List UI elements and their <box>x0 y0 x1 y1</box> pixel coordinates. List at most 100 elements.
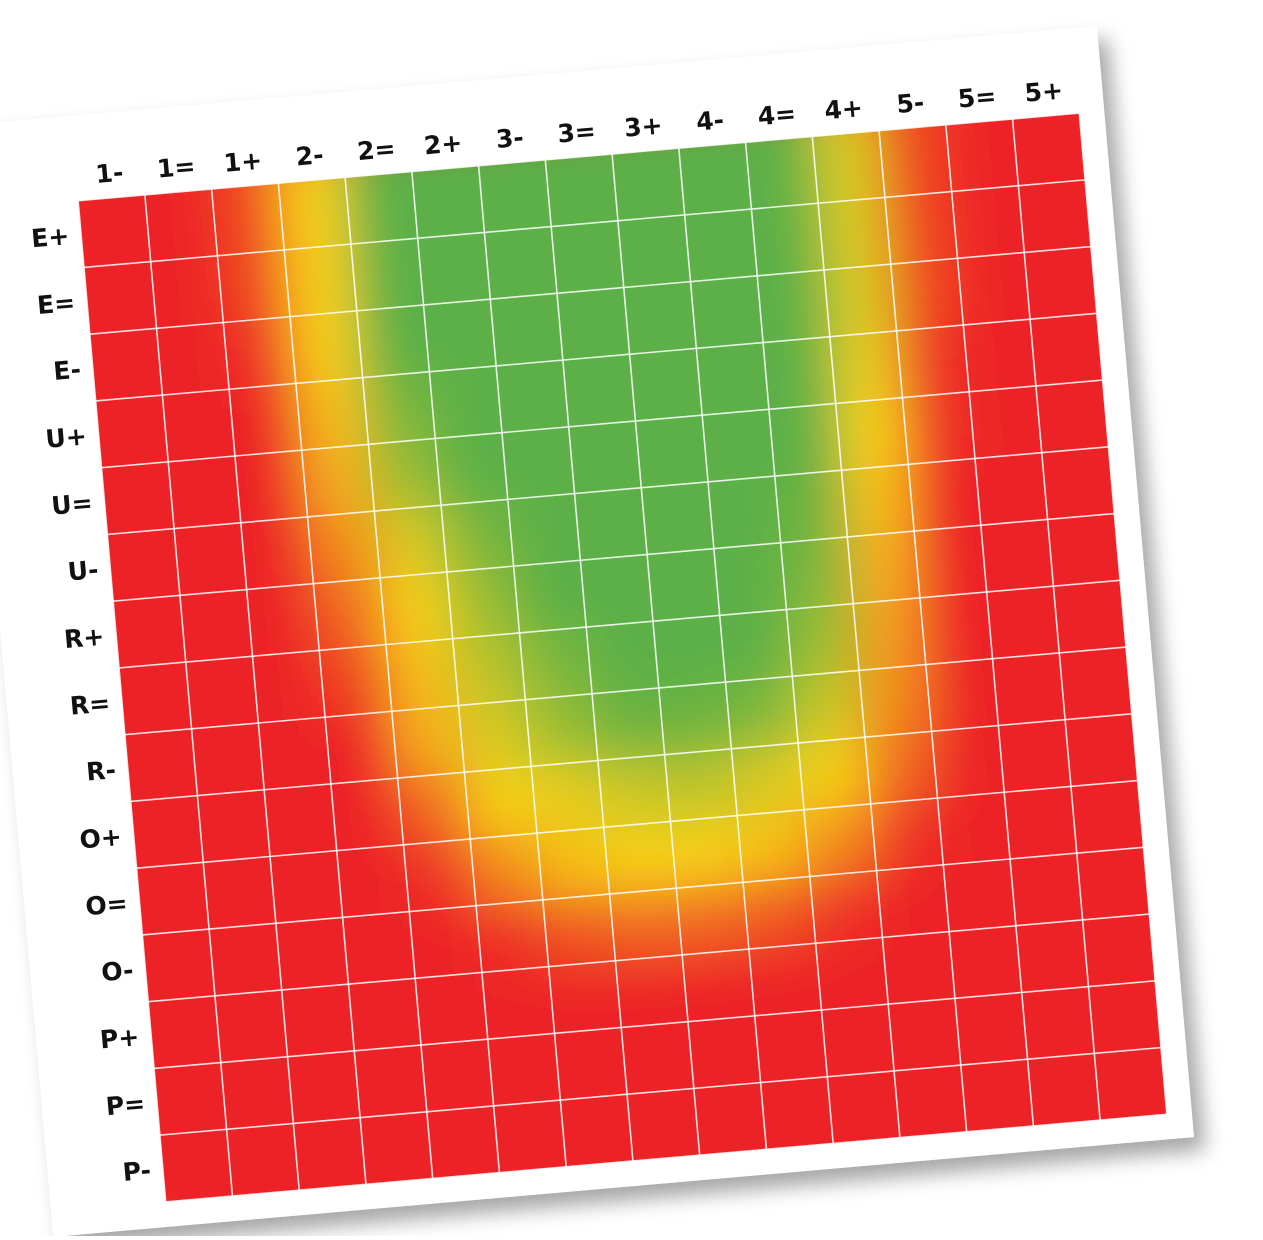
heatmap-cell <box>937 792 1011 866</box>
heatmap-cell <box>841 464 915 538</box>
grid-line-horizontal <box>101 379 1103 469</box>
heatmap-cell <box>925 658 999 732</box>
y-tick-label: P- <box>121 1156 152 1187</box>
heatmap-cell <box>992 652 1066 726</box>
heatmap-cell <box>78 261 158 339</box>
x-tick-label: 3+ <box>623 111 664 143</box>
x-tick-label: 4= <box>756 99 797 131</box>
heatmap-cell <box>551 220 625 294</box>
x-tick-label: 3= <box>556 116 597 148</box>
heatmap-cell <box>519 627 593 701</box>
heatmap-cell <box>647 548 721 622</box>
heatmap-cell <box>464 766 538 840</box>
heatmap-cell <box>664 748 738 822</box>
heatmap-cell <box>690 275 764 349</box>
heatmap-cell <box>446 566 521 640</box>
y-tick-label: R- <box>85 755 117 786</box>
heatmap-cell <box>174 522 248 596</box>
y-tick-label: U+ <box>44 421 88 453</box>
y-tick-label: R+ <box>63 622 106 654</box>
heatmap-cell <box>931 725 1005 799</box>
heatmap-cell <box>397 772 471 846</box>
heatmap-cell <box>191 722 265 797</box>
heatmap-cell <box>635 415 709 489</box>
x-tick-label: 2+ <box>423 128 464 160</box>
y-axis-tick-labels: E+ E= E- U+ U= U- R+ R= R- O+ O= O- P+ P= P- <box>30 221 152 1187</box>
grid-line-horizontal <box>159 1046 1162 1136</box>
heatmap-cell <box>470 833 544 907</box>
y-tick-label: O= <box>84 889 129 922</box>
grid-line-horizontal <box>165 1113 1167 1203</box>
x-tick-label: 5+ <box>1023 76 1064 108</box>
heatmap-cell <box>818 197 892 271</box>
heatmap-cell <box>368 438 442 512</box>
heatmap-cell <box>513 560 587 634</box>
heatmap-cell <box>481 966 556 1040</box>
heatmap-cell <box>252 650 326 724</box>
heatmap-cell <box>1088 977 1167 1054</box>
x-tick-label: 1+ <box>222 146 263 178</box>
heatmap-cell <box>615 954 689 1029</box>
grid-line-vertical <box>344 177 434 1179</box>
heatmap-cell <box>270 850 344 924</box>
heatmap-cell <box>501 426 576 500</box>
heatmap-cell <box>949 925 1023 999</box>
heatmap-cell <box>197 789 271 863</box>
heatmap-cell <box>275 917 349 991</box>
grid-lines <box>77 112 1168 1203</box>
grid-line-horizontal <box>78 112 1080 202</box>
heatmap-cell <box>902 391 976 465</box>
x-tick-label: 2- <box>294 140 324 171</box>
heatmap-cell <box>246 583 320 657</box>
heatmap-cell <box>792 670 866 744</box>
heatmap-cell <box>980 519 1054 593</box>
heatmap-cell <box>803 803 878 878</box>
heatmap-cell <box>743 876 817 950</box>
heatmap-cell <box>209 923 283 997</box>
grid-line-vertical <box>1011 118 1101 1121</box>
y-tick-label: O- <box>100 955 134 987</box>
grid-line-horizontal <box>124 646 1127 736</box>
y-tick-label: O+ <box>78 822 123 855</box>
heatmap-cell <box>226 1123 304 1202</box>
heatmap-cell <box>896 324 970 399</box>
heatmap-cell <box>670 815 744 889</box>
y-tick-label: U- <box>66 555 99 587</box>
heatmap-cell <box>185 656 259 730</box>
heatmap-cell <box>319 644 393 718</box>
heatmap-cell <box>168 455 242 530</box>
heatmap-cell <box>214 989 289 1064</box>
heatmap-cell <box>884 191 959 265</box>
y-tick-label: E= <box>36 288 76 320</box>
heatmap-cell <box>417 232 491 306</box>
heatmap-cell <box>708 475 782 550</box>
heatmap-cell <box>786 603 860 677</box>
heatmap-cell <box>629 348 703 422</box>
heatmap-cell <box>847 531 921 605</box>
heatmap-cell <box>908 458 982 532</box>
y-tick-label: P+ <box>99 1022 141 1054</box>
heatmap-cell <box>423 299 497 373</box>
heatmap-cell <box>658 682 732 756</box>
heatmap-cell <box>293 1117 370 1202</box>
heatmap-cell <box>264 783 338 857</box>
heatmap-cell <box>391 705 465 779</box>
heatmap-cell <box>458 699 532 773</box>
grid-line-horizontal <box>118 579 1121 669</box>
heatmap-cell <box>525 693 599 767</box>
heatmap-cell <box>380 571 454 646</box>
heatmap-cell <box>354 1044 428 1119</box>
heatmap-cell <box>554 1027 628 1101</box>
heatmap-cell <box>617 214 692 288</box>
grid-line-vertical <box>144 194 234 1197</box>
heatmap-cell <box>914 525 988 599</box>
grid-line-vertical <box>811 136 901 1138</box>
heatmap-cell <box>751 203 825 277</box>
heatmap-cell <box>290 310 364 384</box>
grid-line-vertical <box>678 148 768 1150</box>
heatmap-cell <box>986 586 1060 660</box>
grid-line-vertical <box>477 165 567 1167</box>
heatmap-cell <box>313 577 387 651</box>
